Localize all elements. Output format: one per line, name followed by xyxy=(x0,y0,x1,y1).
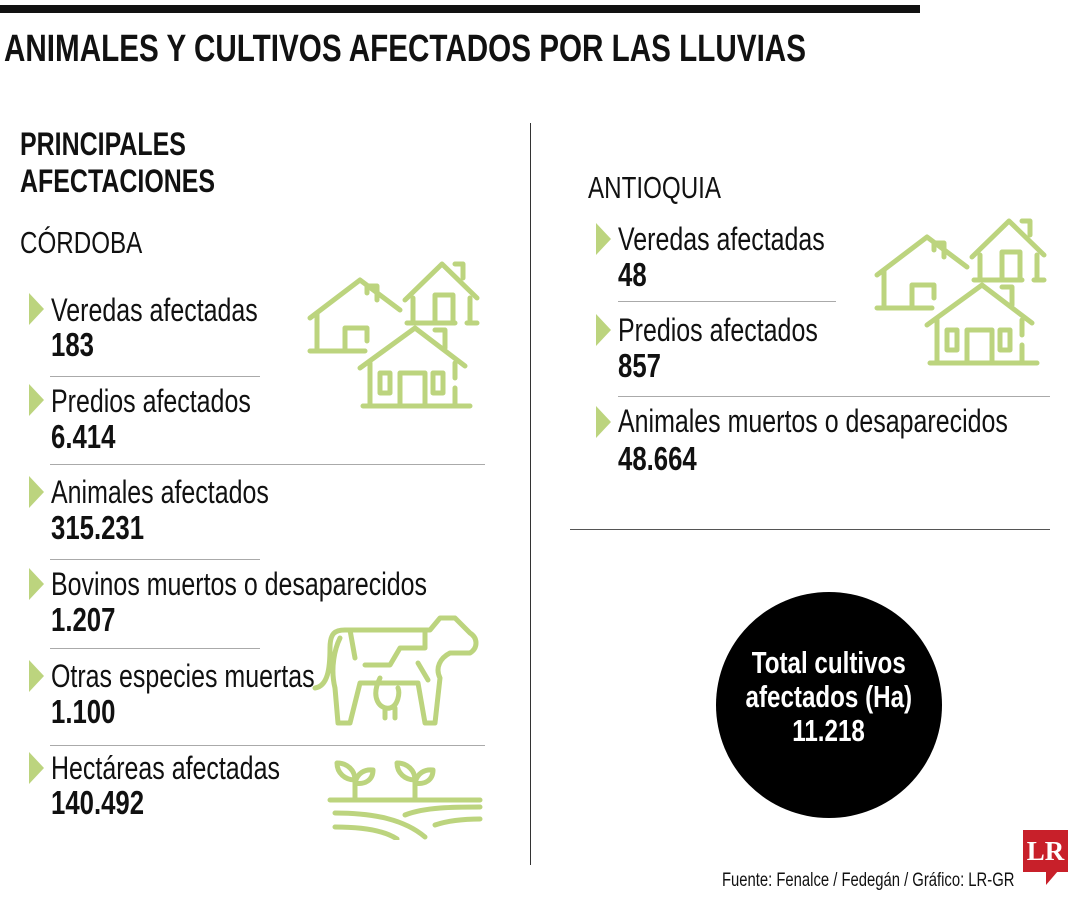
item-label: Veredas afectadas xyxy=(618,221,825,257)
crops-icon xyxy=(327,760,483,840)
lr-logo-tail xyxy=(1046,871,1058,885)
item-value: 6.414 xyxy=(51,418,116,455)
item-value: 1.207 xyxy=(51,601,116,638)
bullet-triangle-icon xyxy=(29,476,44,508)
item-label: Bovinos muertos o desaparecidos xyxy=(51,566,427,602)
bullet-triangle-icon xyxy=(596,223,611,255)
item-label: Animales afectados xyxy=(51,474,269,510)
item-value: 1.100 xyxy=(51,693,116,730)
divider xyxy=(50,464,485,465)
divider xyxy=(50,559,260,560)
item-value: 315.231 xyxy=(51,509,145,546)
bullet-triangle-icon xyxy=(596,406,611,438)
divider xyxy=(50,745,485,746)
divider xyxy=(50,376,260,377)
top-bar xyxy=(0,5,920,13)
source-note: Fuente: Fenalce / Fedegán / Gráfico: LR-… xyxy=(722,870,1015,891)
item-value: 48 xyxy=(618,256,647,293)
total-label-1: Total cultivos xyxy=(751,645,907,680)
item-value: 48.664 xyxy=(618,440,697,477)
item-value: 140.492 xyxy=(51,784,145,821)
total-circle: Total cultivos afectados (Ha) 11.218 xyxy=(716,592,942,818)
houses-icon xyxy=(874,218,1047,366)
lr-logo: LR xyxy=(1023,830,1068,872)
item-label: Predios afectados xyxy=(51,383,251,419)
item-label: Animales muertos o desaparecidos xyxy=(618,403,1008,439)
region-cordoba: CÓRDOBA xyxy=(20,225,143,260)
total-label-2: afectados (Ha) xyxy=(745,679,913,714)
bullet-triangle-icon xyxy=(29,293,44,325)
item-value: 183 xyxy=(51,326,94,363)
item-label: Veredas afectadas xyxy=(51,292,258,328)
bullet-triangle-icon xyxy=(29,568,44,600)
bullet-triangle-icon xyxy=(29,384,44,416)
total-value: 11.218 xyxy=(792,713,866,748)
item-label: Otras especies muertas xyxy=(51,658,315,694)
item-label: Predios afectados xyxy=(618,312,818,348)
bullet-triangle-icon xyxy=(29,752,44,784)
item-value: 857 xyxy=(618,347,661,384)
section-heading: PRINCIPALES AFECTACIONES xyxy=(20,126,216,199)
divider xyxy=(50,648,260,649)
region-antioquia: ANTIOQUIA xyxy=(588,170,722,205)
cow-icon xyxy=(312,615,479,726)
divider xyxy=(570,529,1050,530)
divider xyxy=(618,396,1050,397)
bullet-triangle-icon xyxy=(596,314,611,346)
divider xyxy=(618,301,836,302)
item-label: Hectáreas afectadas xyxy=(51,750,280,786)
page-title: ANIMALES Y CULTIVOS AFECTADOS POR LAS LL… xyxy=(4,28,806,70)
column-divider xyxy=(530,123,531,865)
bullet-triangle-icon xyxy=(29,660,44,692)
houses-icon xyxy=(307,261,480,409)
